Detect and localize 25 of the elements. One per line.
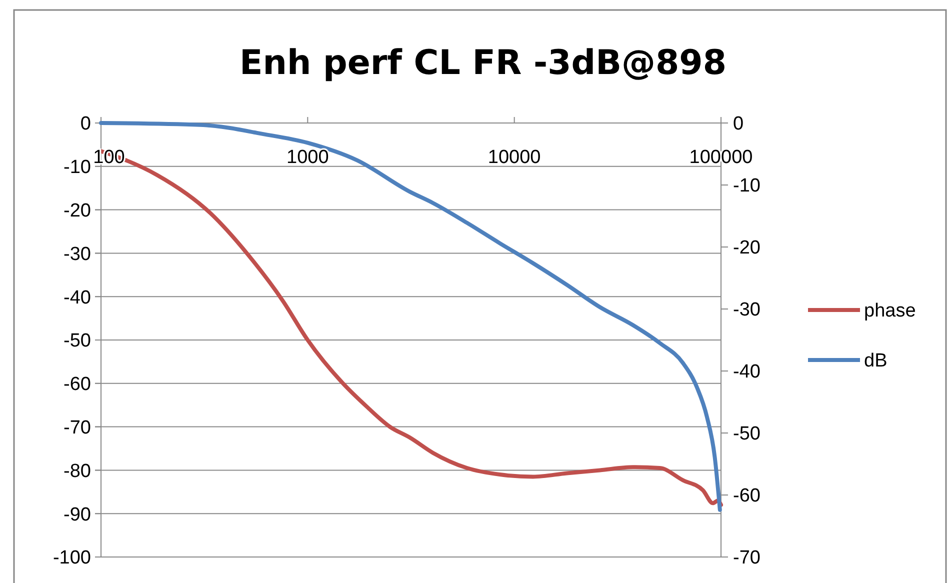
y-tick-label: -70	[64, 417, 91, 438]
y2-tick-label: -20	[733, 238, 760, 259]
y2-tick-label: 0	[733, 114, 744, 135]
y-tick-label: -20	[64, 200, 91, 222]
y-tick-label: 0	[80, 114, 91, 135]
y-tick-label: -100	[52, 548, 91, 569]
y2-tick-label: -50	[733, 424, 760, 445]
x-tick-label: 100000	[689, 147, 753, 168]
y-tick-label: -30	[64, 244, 91, 265]
y-tick-label: -60	[64, 374, 91, 396]
y2-tick-label: -40	[733, 362, 760, 383]
chart-title: Enh perf CL FR -3dB@898	[240, 43, 726, 83]
y-tick-label: -10	[64, 157, 91, 178]
legend-label: dB	[864, 350, 888, 372]
x-tick-label: 1000	[286, 147, 329, 168]
x-tick-label: 10000	[488, 147, 541, 168]
y-tick-label: -90	[64, 504, 91, 526]
y2-tick-label: -30	[733, 300, 760, 321]
y2-tick-label: -10	[733, 176, 760, 197]
y-tick-label: -50	[64, 330, 91, 352]
legend-label: phase	[864, 300, 916, 322]
y-tick-label: -40	[64, 287, 91, 308]
y-tick-label: -80	[64, 460, 91, 482]
y2-tick-label: -70	[733, 548, 760, 569]
y2-tick-label: -60	[733, 486, 760, 507]
